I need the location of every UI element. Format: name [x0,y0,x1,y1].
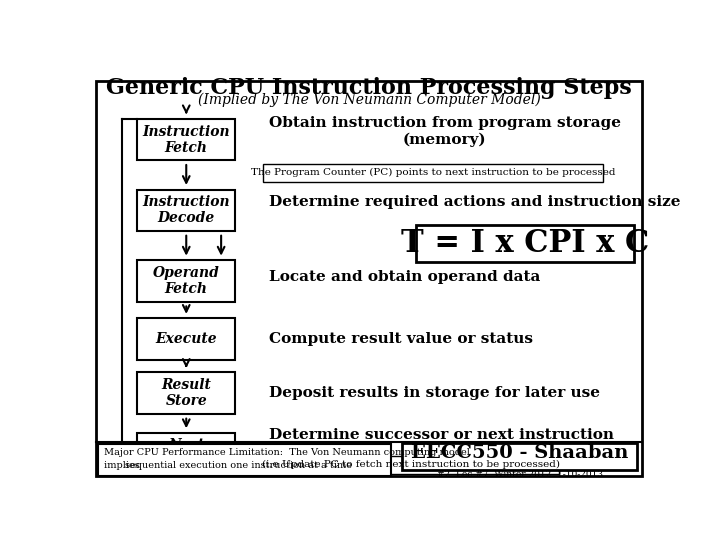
Text: implies: implies [104,461,143,470]
Text: (i.e Update PC to fetch next instruction to be processed): (i.e Update PC to fetch next instruction… [262,460,560,469]
Text: Major CPU Performance Limitation:  The Von Neumann computing model: Major CPU Performance Limitation: The Vo… [104,448,470,457]
Text: Obtain instruction from program storage
(memory): Obtain instruction from program storage … [269,116,621,147]
FancyBboxPatch shape [99,443,392,476]
Text: Instruction
Decode: Instruction Decode [143,195,230,225]
Text: Determine successor or next instruction: Determine successor or next instruction [269,428,613,442]
Text: Determine required actions and instruction size: Determine required actions and instructi… [269,195,680,209]
FancyBboxPatch shape [402,443,637,470]
FancyBboxPatch shape [263,456,559,474]
Text: Result
Store: Result Store [161,378,211,408]
Text: The Program Counter (PC) points to next instruction to be processed: The Program Counter (PC) points to next … [251,168,616,178]
Text: (Implied by The Von Neumann Computer Model): (Implied by The Von Neumann Computer Mod… [197,93,541,107]
FancyBboxPatch shape [263,164,603,182]
Text: T = I x CPI x C: T = I x CPI x C [401,228,649,259]
Text: Operand
Fetch: Operand Fetch [153,266,220,296]
Text: Deposit results in storage for later use: Deposit results in storage for later use [269,386,600,400]
Text: Compute result value or status: Compute result value or status [269,332,533,346]
FancyBboxPatch shape [138,260,235,302]
Text: Execute: Execute [156,332,217,346]
FancyBboxPatch shape [138,319,235,360]
FancyBboxPatch shape [138,373,235,414]
FancyBboxPatch shape [96,82,642,476]
FancyBboxPatch shape [138,190,235,231]
FancyBboxPatch shape [138,119,235,160]
Text: EECC550 - Shaaban: EECC550 - Shaaban [411,444,629,462]
FancyBboxPatch shape [416,225,634,262]
Text: Generic CPU Instruction Processing Steps: Generic CPU Instruction Processing Steps [106,77,632,99]
Text: sequential execution one instruction at a time: sequential execution one instruction at … [125,461,352,470]
Text: Instruction
Fetch: Instruction Fetch [143,125,230,155]
FancyBboxPatch shape [138,433,235,474]
Text: #2  Lec #7  Winter 2012  1-10-2013: #2 Lec #7 Winter 2012 1-10-2013 [436,470,603,480]
Text: Next
Instruction: Next Instruction [143,438,230,469]
Text: Locate and obtain operand data: Locate and obtain operand data [269,270,540,284]
